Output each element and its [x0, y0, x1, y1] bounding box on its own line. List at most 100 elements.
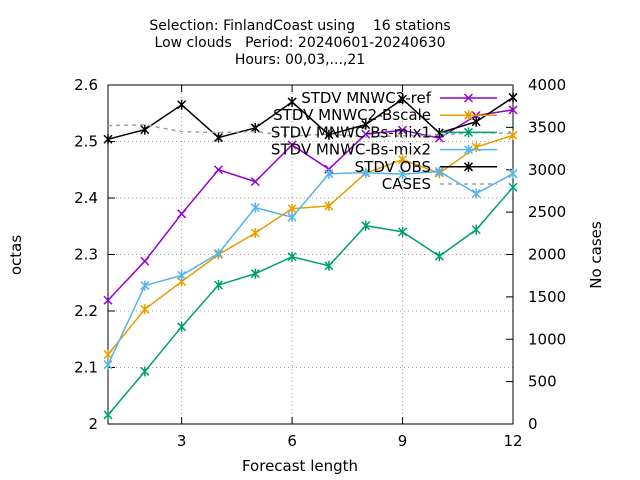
series-stdv-mnwc-bs-mix2: [103, 166, 518, 370]
data-point: [471, 188, 481, 199]
data-point: [140, 256, 150, 266]
data-point: [324, 129, 334, 140]
y2-tick-label: 3500: [528, 118, 566, 136]
data-point: [140, 280, 150, 291]
data-point: [434, 251, 444, 262]
x-tick-label: 3: [177, 432, 187, 450]
data-point: [250, 228, 260, 239]
data-point: [398, 169, 408, 180]
legend-label: STDV MNWC-Bs-mix2: [271, 141, 431, 159]
data-point: [250, 202, 260, 213]
series-stdv-mnwc-bs-mix1: [103, 182, 518, 420]
data-point: [463, 144, 474, 155]
y-tick-label: 2.6: [74, 76, 98, 94]
data-point: [287, 203, 297, 214]
series-stdv-mnwc2-bscale: [103, 130, 518, 360]
data-point: [103, 295, 113, 305]
data-point: [471, 116, 481, 127]
data-point: [463, 110, 474, 121]
data-point: [361, 119, 371, 130]
data-point: [361, 167, 371, 178]
data-point: [398, 125, 408, 135]
series-stdv-obs: [103, 92, 518, 145]
data-point: [471, 224, 481, 235]
data-point: [213, 165, 223, 175]
data-point: [463, 161, 474, 172]
data-point: [398, 154, 408, 165]
data-point: [398, 94, 408, 105]
data-point: [471, 142, 481, 153]
axes: [107, 84, 514, 425]
series-line: [107, 96, 514, 140]
series-cases: [107, 124, 514, 138]
y2-tick-label: 2500: [528, 203, 566, 221]
series-group: [103, 92, 518, 420]
data-point: [177, 321, 187, 332]
series-line: [107, 124, 514, 138]
series-line: [107, 186, 514, 416]
data-point: [250, 268, 260, 279]
y-tick-label: 2.2: [74, 302, 98, 320]
legend-label: STDV MNWC2-Bscale: [273, 106, 431, 124]
title-line: Selection: FinlandCoast using 16 station…: [149, 18, 450, 34]
tick-labels: 2 2.1 2.2 2.3 2.4 2.5 2.6 0 500 1000 1500 2000 2500 3…: [74, 76, 566, 450]
legend-label: STDV MNWC-Bs-mix1: [271, 123, 431, 141]
legend-label: STDV OBS: [355, 158, 431, 176]
data-point: [508, 130, 518, 141]
data-point: [287, 96, 297, 107]
grid: [108, 85, 513, 424]
data-point: [177, 99, 187, 110]
data-point: [103, 409, 113, 420]
data-point: [250, 177, 260, 187]
x-tick-label: 12: [503, 432, 522, 450]
legend-label: CASES: [382, 175, 431, 193]
y2-tick-label: 3000: [528, 161, 566, 179]
data-point: [463, 93, 474, 103]
y-tick-label: 2.4: [74, 189, 98, 207]
y-tick-label: 2.5: [74, 133, 98, 151]
x-tick-label: 6: [287, 432, 297, 450]
data-point: [213, 280, 223, 291]
title-line: Hours: 00,03,...,21: [235, 52, 365, 68]
data-point: [140, 304, 150, 315]
data-point: [287, 251, 297, 262]
y2-tick-label: 1000: [528, 330, 566, 348]
y2-tick-label: 4000: [528, 76, 566, 94]
y2-tick-label: 0: [528, 415, 538, 433]
x-axis-label: Forecast length: [242, 457, 358, 475]
data-point: [324, 260, 334, 271]
y2-axis-label: No cases: [587, 221, 605, 289]
data-point: [508, 105, 518, 115]
data-point: [177, 209, 187, 219]
y2-tick-label: 2000: [528, 246, 566, 264]
data-point: [140, 366, 150, 377]
title-line: Low clouds Period: 20240601-20240630: [155, 35, 446, 51]
data-point: [213, 248, 223, 259]
data-point: [463, 127, 474, 138]
y2-tick-label: 500: [528, 373, 557, 391]
data-point: [361, 220, 371, 231]
data-point: [398, 226, 408, 237]
x-tick-label: 9: [398, 432, 408, 450]
data-point: [508, 182, 518, 193]
legend-label: STDV MNWC2-ref: [301, 89, 431, 107]
data-point: [177, 270, 187, 281]
data-point: [213, 132, 223, 143]
data-point: [324, 200, 334, 211]
y-tick-label: 2.3: [74, 246, 98, 264]
y-tick-label: 2.1: [74, 359, 98, 377]
data-point: [287, 212, 297, 223]
data-point: [508, 92, 518, 103]
y-axis-label: octas: [7, 235, 25, 275]
data-point: [103, 359, 113, 370]
y-tick-label: 2: [88, 415, 98, 433]
data-point: [140, 124, 150, 135]
chart-title: Selection: FinlandCoast using 16 station…: [149, 18, 450, 68]
series-line: [107, 134, 514, 355]
series-line: [107, 170, 514, 365]
data-point: [508, 168, 518, 179]
data-point: [103, 134, 113, 145]
y2-tick-label: 1500: [528, 288, 566, 306]
